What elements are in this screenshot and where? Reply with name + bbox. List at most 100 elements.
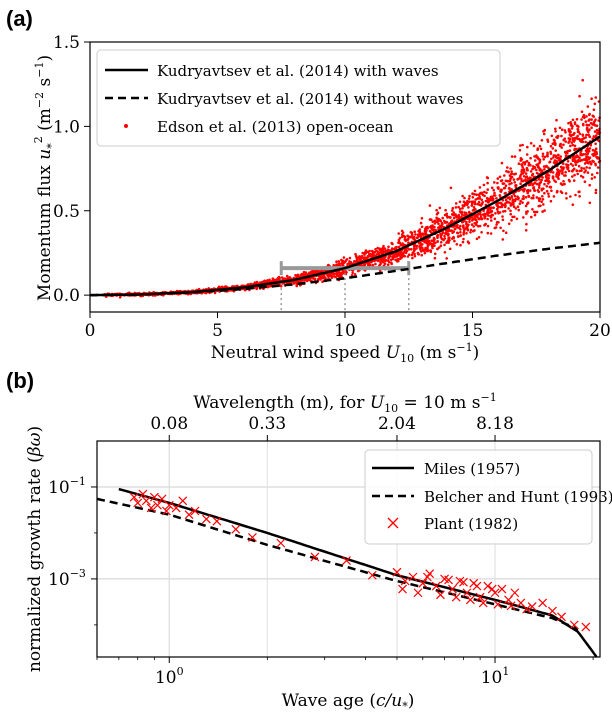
edson-point [580,118,583,121]
edson-point [540,200,543,203]
edson-point [577,125,580,128]
edson-point [551,147,555,150]
edson-point [559,182,563,185]
edson-point [466,240,470,243]
plant-marker [522,604,532,614]
edson-point [484,222,488,226]
edson-point [342,256,346,259]
edson-point [597,129,600,133]
plant-marker [547,606,557,616]
edson-point [569,162,573,166]
edson-point [383,262,387,266]
edson-point [417,235,420,238]
edson-point [552,156,555,159]
edson-point [588,128,591,131]
edson-point [487,214,490,217]
edson-point [496,181,499,185]
legend-a-edson: Edson et al. (2013) open-ocean [157,118,394,136]
edson-point [592,160,595,163]
edson-point [557,170,560,174]
edson-point [433,219,437,223]
edson-point [502,229,505,233]
edson-point [467,197,471,200]
plant-marker [149,492,159,502]
edson-point [588,201,592,205]
edson-point [535,168,538,172]
edson-point [541,155,545,158]
edson-point [569,195,572,198]
edson-point [509,209,512,213]
edson-point [546,182,550,185]
edson-point [582,136,586,140]
plant-marker [506,601,516,611]
edson-point [565,197,568,200]
edson-point [558,126,562,130]
plant-marker [510,588,520,598]
edson-point [526,191,529,195]
a-ylabel: Momentum flux u*2 (m−2 s−1) [32,55,58,301]
edson-point [471,196,475,199]
edson-point [592,152,596,156]
edson-point [397,245,401,249]
edson-point [510,219,513,222]
edson-point [576,172,579,176]
edson-point [590,177,594,180]
edson-point [363,256,367,259]
edson-point [478,197,482,200]
legend-b-miles: Miles (1957) [424,460,520,478]
edson-point [403,248,407,252]
edson-point [330,276,334,279]
edson-point [560,165,563,169]
edson-point [560,128,564,131]
edson-point [561,172,564,175]
edson-point [416,251,420,255]
edson-point [581,115,585,119]
edson-point [533,155,536,158]
edson-point [585,166,588,169]
edson-point [439,241,443,244]
without-waves-curve [90,241,601,297]
edson-point [549,152,553,155]
edson-point [533,181,536,185]
edson-point [516,178,519,181]
edson-point [552,154,556,157]
panel-b-frame [96,440,601,658]
plant-marker [569,620,579,630]
edson-point [522,197,525,200]
edson-point [592,115,595,118]
edson-point [524,160,527,164]
plant-marker [504,595,513,605]
panel-b-label: (b) [6,368,34,393]
edson-point [493,217,497,221]
edson-point [531,208,534,211]
plant-marker [451,592,461,602]
edson-point [376,246,380,250]
edson-point [507,170,510,174]
edson-point [419,248,422,251]
edson-point [480,198,484,202]
edson-point [478,186,482,189]
edson-point [466,228,470,232]
edson-point [437,227,440,231]
edson-point [486,188,490,191]
edson-point [539,147,543,151]
edson-point [533,213,537,217]
edson-point [380,249,384,252]
a-xtick-label: 0 [85,321,96,341]
edson-point [397,232,401,235]
edson-point [483,217,487,220]
edson-point [430,244,434,248]
edson-point [386,263,390,267]
edson-point [460,211,463,214]
edson-point [533,189,537,192]
edson-point [452,213,455,217]
edson-point [458,200,462,204]
edson-point [480,191,484,195]
edson-point [537,197,541,200]
edson-point [511,215,514,219]
edson-point [419,221,423,225]
edson-point [445,221,449,224]
edson-point [582,123,585,127]
edson-point [473,189,477,193]
edson-point [569,144,572,148]
